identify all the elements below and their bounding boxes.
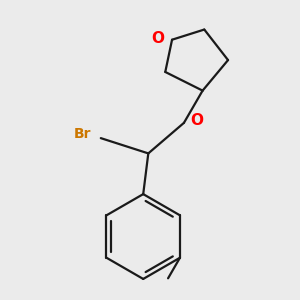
Text: O: O: [190, 112, 203, 128]
Text: O: O: [151, 31, 164, 46]
Text: Br: Br: [74, 127, 91, 141]
